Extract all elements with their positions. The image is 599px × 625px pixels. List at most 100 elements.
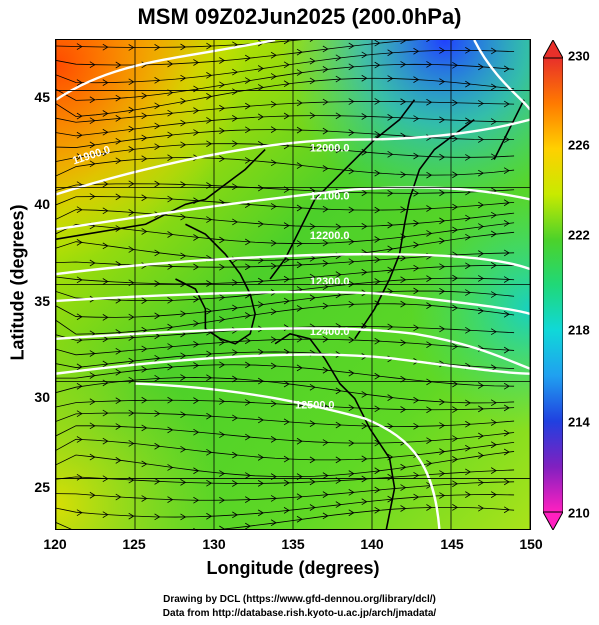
streamline-arrow bbox=[219, 263, 226, 271]
streamline-arrow bbox=[490, 291, 497, 298]
streamline-arrow bbox=[490, 47, 497, 55]
streamline-arrow bbox=[141, 424, 148, 432]
streamline-arrow bbox=[490, 211, 497, 219]
streamline-arrow bbox=[503, 220, 510, 227]
streamline-arrow bbox=[452, 274, 459, 282]
streamline-arrow bbox=[102, 79, 109, 86]
streamline-arrow bbox=[439, 116, 446, 124]
streamline-arrow bbox=[76, 79, 83, 86]
contour-label-12500: 12500.0 bbox=[295, 399, 335, 411]
streamline-arrow bbox=[167, 263, 174, 270]
streamline-arrow bbox=[283, 418, 290, 426]
streamline-arrow bbox=[503, 100, 510, 108]
streamline-arrow bbox=[361, 391, 368, 398]
streamline-arrow bbox=[76, 382, 83, 390]
streamline-arrow bbox=[296, 515, 303, 523]
streamline-arrow bbox=[128, 125, 135, 133]
streamline-arrow bbox=[387, 221, 394, 229]
streamline-arrow bbox=[193, 295, 200, 303]
streamline-arrow bbox=[257, 220, 264, 228]
streamline-arrow bbox=[478, 275, 484, 282]
streamline-arrow bbox=[270, 362, 277, 370]
streamline-arrow bbox=[296, 69, 303, 76]
streamline-arrow bbox=[348, 238, 355, 246]
streamline-arrow bbox=[465, 47, 472, 54]
streamline-arrow bbox=[465, 399, 472, 407]
streamline-arrow bbox=[180, 252, 187, 260]
streamline-arrow bbox=[296, 162, 303, 169]
streamline-arrow bbox=[167, 396, 174, 404]
streamline-arrow bbox=[89, 61, 96, 69]
streamline-arrow bbox=[309, 57, 316, 65]
streamline-arrow bbox=[374, 206, 381, 214]
streamline-arrow bbox=[374, 169, 381, 177]
streamline bbox=[56, 469, 515, 484]
streamline bbox=[56, 222, 515, 244]
wind-streamlines bbox=[56, 40, 515, 529]
streamline-arrow bbox=[206, 374, 213, 382]
streamline-arrow bbox=[232, 68, 239, 76]
streamline-arrow bbox=[322, 335, 329, 343]
streamline-arrow bbox=[426, 504, 433, 511]
streamline-arrow bbox=[257, 301, 264, 308]
streamline-arrow bbox=[309, 254, 316, 262]
streamline-arrow bbox=[219, 104, 226, 112]
streamline-arrow bbox=[89, 259, 96, 267]
streamline-arrow bbox=[283, 380, 290, 388]
streamline-arrow bbox=[478, 432, 484, 440]
streamline-arrow bbox=[426, 98, 433, 106]
streamline-arrow bbox=[503, 65, 510, 73]
streamline-arrow bbox=[76, 276, 83, 284]
streamline-arrow bbox=[115, 397, 122, 405]
streamline-arrow bbox=[426, 171, 433, 179]
streamline-arrow bbox=[335, 112, 342, 120]
streamline-arrow bbox=[232, 349, 239, 356]
streamline-arrow bbox=[193, 85, 200, 93]
streamline-arrow bbox=[413, 471, 420, 479]
streamline-arrow bbox=[426, 40, 431, 43]
streamline-arrow bbox=[452, 304, 459, 312]
streamline-arrow bbox=[76, 473, 83, 481]
streamline-arrow bbox=[348, 98, 355, 105]
streamline-arrow bbox=[128, 146, 135, 153]
streamline-arrow bbox=[76, 363, 83, 371]
streamline-arrow bbox=[465, 444, 472, 452]
y-tick-label: 40 bbox=[34, 196, 50, 212]
streamline-arrow bbox=[206, 350, 213, 358]
streamline-arrow bbox=[219, 294, 226, 301]
streamline-arrow bbox=[452, 343, 459, 350]
streamline-arrow bbox=[128, 376, 135, 384]
streamline-arrow bbox=[193, 496, 200, 504]
streamline-arrow bbox=[387, 323, 394, 331]
streamline-arrow bbox=[348, 439, 355, 447]
streamline-arrow bbox=[309, 77, 316, 85]
streamline-arrow bbox=[296, 305, 303, 312]
streamline-arrow bbox=[335, 146, 342, 154]
streamline-arrow bbox=[283, 455, 290, 463]
streamline-arrow bbox=[283, 297, 290, 305]
streamline-arrow bbox=[361, 422, 368, 430]
streamline-arrow bbox=[270, 159, 277, 167]
streamline-arrow bbox=[244, 77, 251, 84]
streamline-arrow bbox=[219, 470, 226, 477]
streamline-arrow bbox=[413, 219, 420, 227]
streamline-arrow bbox=[400, 171, 407, 178]
streamline-arrow bbox=[413, 152, 420, 160]
y-tick-label: 35 bbox=[34, 293, 50, 309]
streamline-arrow bbox=[322, 205, 329, 213]
streamline-arrow bbox=[102, 242, 109, 250]
streamline-arrow bbox=[296, 240, 303, 247]
streamline-arrow bbox=[154, 410, 161, 417]
streamline-arrow bbox=[219, 316, 226, 323]
streamline-arrow bbox=[167, 343, 174, 350]
colorbar-tick-label: 230 bbox=[568, 48, 590, 64]
streamline-arrow bbox=[322, 260, 329, 267]
streamline-arrow bbox=[206, 307, 213, 315]
streamline-arrow bbox=[193, 129, 200, 136]
streamline-arrow bbox=[309, 223, 316, 230]
streamline-arrow bbox=[413, 493, 420, 501]
streamline-arrow bbox=[89, 453, 96, 461]
streamline-arrow bbox=[322, 165, 329, 172]
streamline-arrow bbox=[452, 380, 459, 388]
streamline-arrow bbox=[180, 310, 187, 318]
